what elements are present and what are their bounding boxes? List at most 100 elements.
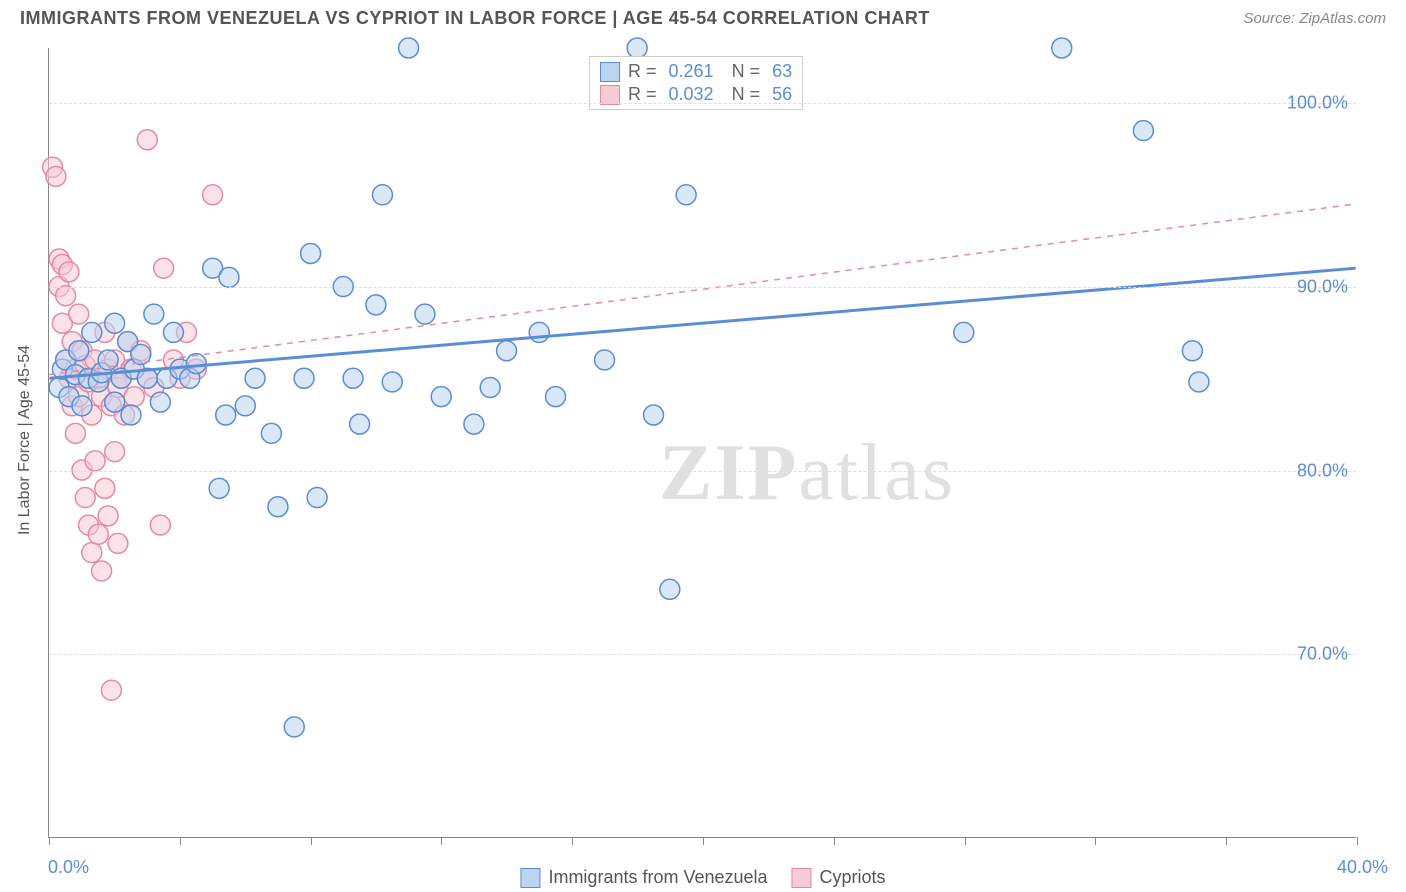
trend-line [49, 268, 1355, 378]
r-label: R = [628, 84, 657, 105]
data-point [546, 387, 566, 407]
data-point [431, 387, 451, 407]
series-legend: Immigrants from Venezuela Cypriots [520, 867, 885, 888]
data-point [121, 405, 141, 425]
data-point [137, 130, 157, 150]
data-point [676, 185, 696, 205]
legend-swatch [600, 85, 620, 105]
x-tick [965, 837, 966, 845]
chart-title: IMMIGRANTS FROM VENEZUELA VS CYPRIOT IN … [20, 8, 930, 29]
x-tick [1095, 837, 1096, 845]
data-point [399, 38, 419, 58]
x-tick [49, 837, 50, 845]
data-point [186, 354, 206, 374]
data-point [268, 497, 288, 517]
data-point [144, 304, 164, 324]
x-tick [311, 837, 312, 845]
data-point [163, 322, 183, 342]
r-value: 0.261 [669, 61, 714, 82]
n-value: 63 [772, 61, 792, 82]
data-point [69, 304, 89, 324]
chart-plot-area: ZIPatlas R = 0.261 N = 63 R = 0.032 N = … [48, 48, 1356, 838]
x-tick [834, 837, 835, 845]
data-point [82, 543, 102, 563]
data-point [203, 185, 223, 205]
data-point [75, 488, 95, 508]
chart-header: IMMIGRANTS FROM VENEZUELA VS CYPRIOT IN … [0, 0, 1406, 33]
n-label: N = [732, 84, 761, 105]
data-point [82, 322, 102, 342]
y-tick-label: 70.0% [1297, 644, 1348, 665]
data-point [1052, 38, 1072, 58]
data-point [366, 295, 386, 315]
source-attribution: Source: ZipAtlas.com [1243, 10, 1386, 27]
data-point [372, 185, 392, 205]
trend-line [49, 204, 1355, 375]
r-value: 0.032 [669, 84, 714, 105]
data-point [235, 396, 255, 416]
x-axis-min-label: 0.0% [48, 857, 89, 878]
data-point [529, 322, 549, 342]
data-point [209, 478, 229, 498]
data-point [245, 368, 265, 388]
data-point [1189, 372, 1209, 392]
data-point [105, 392, 125, 412]
data-point [154, 258, 174, 278]
scatter-plot-svg [49, 48, 1356, 837]
legend-row: R = 0.261 N = 63 [600, 61, 792, 82]
legend-label: Cypriots [820, 867, 886, 888]
gridline [49, 103, 1356, 104]
data-point [382, 372, 402, 392]
data-point [101, 680, 121, 700]
n-label: N = [732, 61, 761, 82]
data-point [95, 478, 115, 498]
data-point [124, 387, 144, 407]
data-point [105, 442, 125, 462]
n-value: 56 [772, 84, 792, 105]
gridline [49, 654, 1356, 655]
x-tick [1226, 837, 1227, 845]
data-point [69, 341, 89, 361]
data-point [108, 533, 128, 553]
data-point [644, 405, 664, 425]
data-point [307, 488, 327, 508]
data-point [1133, 121, 1153, 141]
data-point [464, 414, 484, 434]
data-point [150, 515, 170, 535]
y-tick-label: 90.0% [1297, 276, 1348, 297]
x-tick [441, 837, 442, 845]
correlation-legend: R = 0.261 N = 63 R = 0.032 N = 56 [589, 56, 803, 110]
data-point [294, 368, 314, 388]
data-point [497, 341, 517, 361]
legend-swatch [600, 62, 620, 82]
data-point [85, 451, 105, 471]
x-tick [1357, 837, 1358, 845]
data-point [56, 286, 76, 306]
data-point [350, 414, 370, 434]
x-tick [703, 837, 704, 845]
data-point [98, 350, 118, 370]
data-point [261, 423, 281, 443]
y-tick-label: 80.0% [1297, 460, 1348, 481]
data-point [150, 392, 170, 412]
r-label: R = [628, 61, 657, 82]
data-point [92, 561, 112, 581]
data-point [480, 377, 500, 397]
legend-item: Cypriots [792, 867, 886, 888]
data-point [660, 579, 680, 599]
y-tick-label: 100.0% [1287, 93, 1348, 114]
x-axis-max-label: 40.0% [1337, 857, 1388, 878]
gridline [49, 287, 1356, 288]
data-point [105, 313, 125, 333]
data-point [72, 396, 92, 416]
legend-row: R = 0.032 N = 56 [600, 84, 792, 105]
data-point [219, 267, 239, 287]
data-point [343, 368, 363, 388]
x-tick [572, 837, 573, 845]
data-point [954, 322, 974, 342]
data-point [284, 717, 304, 737]
data-point [301, 244, 321, 264]
legend-swatch [520, 868, 540, 888]
data-point [46, 166, 66, 186]
data-point [59, 262, 79, 282]
